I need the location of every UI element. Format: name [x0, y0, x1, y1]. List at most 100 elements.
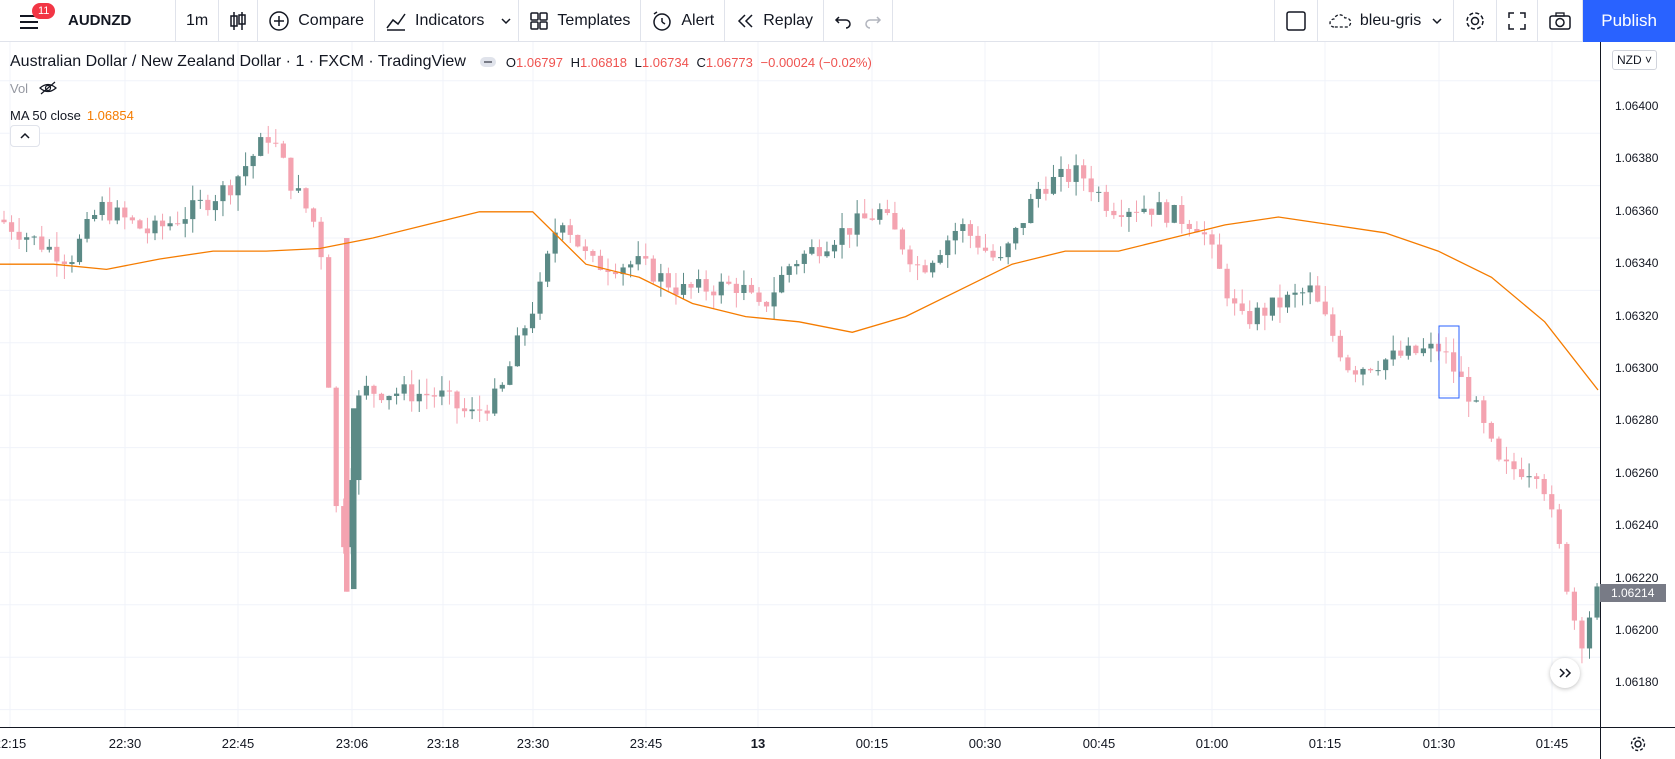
- candle-body: [960, 224, 966, 231]
- candle-body: [794, 263, 800, 267]
- candle-body: [892, 212, 898, 230]
- candle-body: [816, 247, 822, 257]
- candle-body: [326, 257, 332, 388]
- candle-body: [763, 301, 770, 307]
- layout-name-button[interactable]: bleu-gris: [1318, 0, 1455, 42]
- candle-body: [914, 264, 921, 266]
- rewind-icon: [738, 13, 753, 28]
- candle-body: [1164, 202, 1170, 223]
- replay-label: Replay: [763, 11, 814, 29]
- candle-body: [877, 209, 883, 220]
- candle-body: [726, 281, 732, 284]
- candle-body: [952, 230, 958, 241]
- price-chart[interactable]: [0, 42, 1600, 727]
- chevron-up-icon: [20, 132, 30, 139]
- candle-body: [424, 393, 430, 396]
- alert-button[interactable]: Alert: [641, 0, 726, 42]
- undo-icon[interactable]: [834, 13, 852, 29]
- volume-legend[interactable]: Vol: [10, 80, 58, 96]
- eye-off-icon[interactable]: [38, 80, 58, 96]
- candle-body: [545, 253, 551, 282]
- candle-body: [318, 221, 324, 258]
- candle-body: [371, 385, 377, 394]
- indicators-button[interactable]: Indicators: [375, 0, 494, 42]
- candle-body: [416, 393, 422, 402]
- legend-toggle-button[interactable]: [10, 125, 40, 147]
- candle-body: [930, 262, 936, 273]
- candle-body: [1247, 311, 1253, 325]
- candle-body: [1156, 202, 1162, 215]
- candle-body: [1020, 223, 1026, 228]
- candle-body: [250, 155, 256, 167]
- candle-body: [54, 246, 60, 262]
- candle-body: [665, 273, 671, 288]
- candle-body: [227, 185, 234, 196]
- close-label: C: [696, 54, 706, 70]
- price-tick-label: 1.06280: [1615, 413, 1659, 428]
- candle-body: [1111, 210, 1117, 216]
- price-tick-label: 1.06300: [1615, 361, 1659, 375]
- candle-body: [220, 185, 226, 202]
- candle-body: [46, 246, 52, 250]
- replay-button[interactable]: Replay: [725, 0, 825, 42]
- axis-settings-button[interactable]: [1600, 727, 1675, 759]
- notification-badge: 11: [32, 2, 56, 19]
- candle-body: [1556, 509, 1562, 544]
- price-tick-label: 1.06180: [1615, 675, 1659, 690]
- fullscreen-button[interactable]: [1497, 0, 1539, 42]
- candle-body: [1352, 370, 1359, 375]
- candle-body: [899, 229, 906, 250]
- candle-body: [658, 273, 664, 282]
- candle-body: [1, 219, 7, 223]
- open-value: 1.06797: [516, 54, 563, 70]
- symbol-title[interactable]: Australian Dollar / New Zealand Dollar ·…: [10, 53, 466, 70]
- candle-body: [351, 408, 357, 590]
- time-tick-label: 00:15: [855, 736, 889, 751]
- candle-body: [831, 244, 838, 252]
- settings-button[interactable]: [1454, 0, 1498, 42]
- snapshot-button[interactable]: [1538, 0, 1584, 42]
- currency-select[interactable]: NZD ˅: [1612, 50, 1658, 70]
- compare-button[interactable]: Compare: [258, 0, 376, 42]
- candle-body: [1594, 586, 1600, 618]
- select-layout-button[interactable]: [1273, 0, 1318, 42]
- main-menu-button[interactable]: 11: [0, 0, 58, 42]
- candle-body: [990, 250, 996, 258]
- candle-body: [1390, 350, 1396, 360]
- candle-body: [1035, 188, 1041, 199]
- candle-body: [167, 223, 173, 227]
- square-icon: [1286, 10, 1306, 31]
- chart-style-button[interactable]: [219, 0, 259, 42]
- candle-body: [333, 387, 339, 507]
- candle-body: [1405, 345, 1411, 356]
- candle-body: [114, 207, 120, 221]
- candle-body: [1579, 620, 1585, 649]
- candle-body: [76, 238, 83, 263]
- candle-body: [703, 279, 709, 292]
- candle-body: [205, 199, 211, 211]
- candle-body: [605, 270, 611, 273]
- time-axis[interactable]: 22:15 22:30 22:45 23:06 23:18 23:30 23:45 13 00:…: [0, 727, 1600, 759]
- legend-collapse-pill[interactable]: [479, 57, 496, 67]
- redo-icon[interactable]: [864, 13, 882, 29]
- symbol-search-button[interactable]: AUDNZD: [58, 0, 176, 42]
- candle-body: [197, 199, 203, 201]
- scroll-to-realtime-button[interactable]: [1550, 658, 1580, 688]
- compare-label: Compare: [298, 11, 365, 29]
- candle-body: [401, 384, 407, 394]
- publish-button[interactable]: Publish: [1583, 0, 1675, 42]
- low-label: L: [634, 54, 642, 70]
- time-tick-label: 01:00: [1195, 736, 1229, 751]
- candle-body: [1496, 438, 1502, 460]
- interval-button[interactable]: 1m: [176, 0, 220, 42]
- candle-body: [847, 228, 853, 235]
- candle-body: [590, 251, 596, 256]
- candle-body: [182, 219, 188, 224]
- price-axis[interactable]: 1.06400 1.06380 1.06360 1.06340 1.06320 1.063…: [1600, 42, 1675, 727]
- indicators-dropdown[interactable]: [494, 0, 520, 42]
- ma-legend[interactable]: MA 50 close 1.06854: [10, 108, 134, 123]
- candle-body: [152, 220, 158, 234]
- candle-body: [537, 281, 543, 314]
- candle-body: [1201, 232, 1208, 235]
- templates-button[interactable]: Templates: [519, 0, 642, 42]
